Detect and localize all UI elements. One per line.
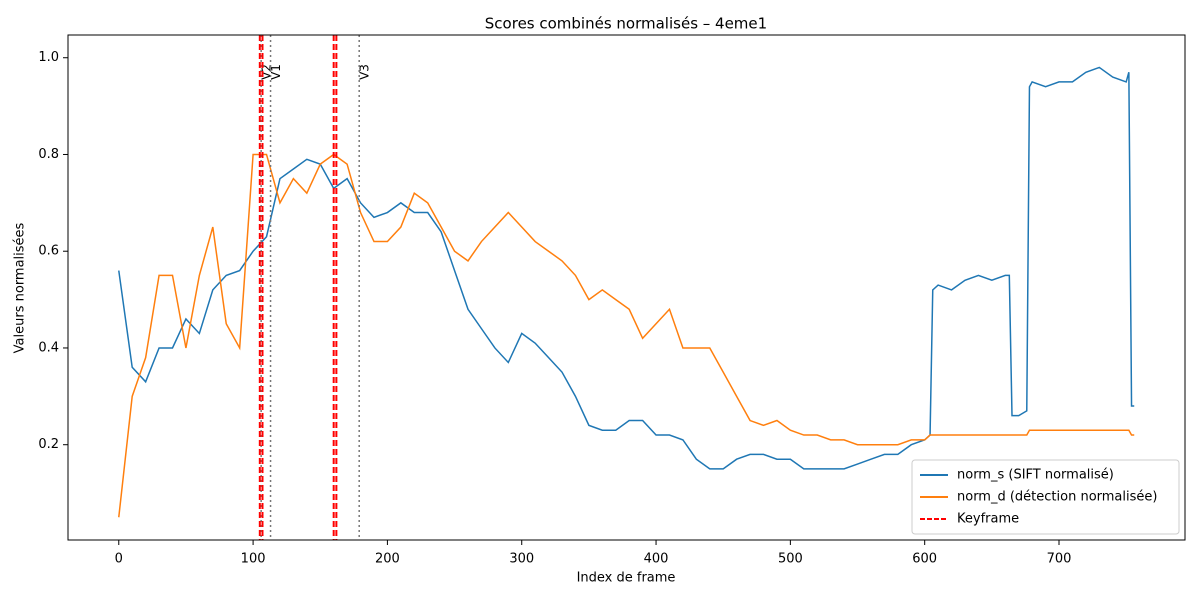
y-tick-label: 0.6 [38,244,59,259]
y-tick-label: 0.8 [38,147,59,162]
x-tick-label: 500 [778,552,803,567]
y-tick-label: 1.0 [38,50,59,65]
x-tick-label: 400 [644,552,669,567]
x-tick-label: 700 [1047,552,1072,567]
x-tick-label: 300 [509,552,534,567]
legend-label: norm_d (détection normalisée) [957,490,1157,505]
x-tick-label: 200 [375,552,400,567]
chart-title: Scores combinés normalisés – 4eme1 [485,15,767,33]
x-tick-label: 100 [241,552,266,567]
annotation-label: V3 [358,64,372,80]
annotation-label: V1 [269,64,283,80]
x-tick-label: 0 [115,552,123,567]
y-tick-label: 0.4 [38,340,59,355]
series-line [118,153,1135,518]
plot-frame [67,34,1186,541]
legend-label: Keyframe [957,512,1019,527]
x-axis-label: Index de frame [577,571,676,586]
x-tick-label: 600 [912,552,937,567]
series-line [118,66,1135,470]
y-tick-label: 0.2 [38,437,59,452]
y-axis-label: Valeurs normalisées [13,222,28,353]
legend-label: norm_s (SIFT normalisé) [957,468,1114,483]
legend-box [911,459,1180,535]
